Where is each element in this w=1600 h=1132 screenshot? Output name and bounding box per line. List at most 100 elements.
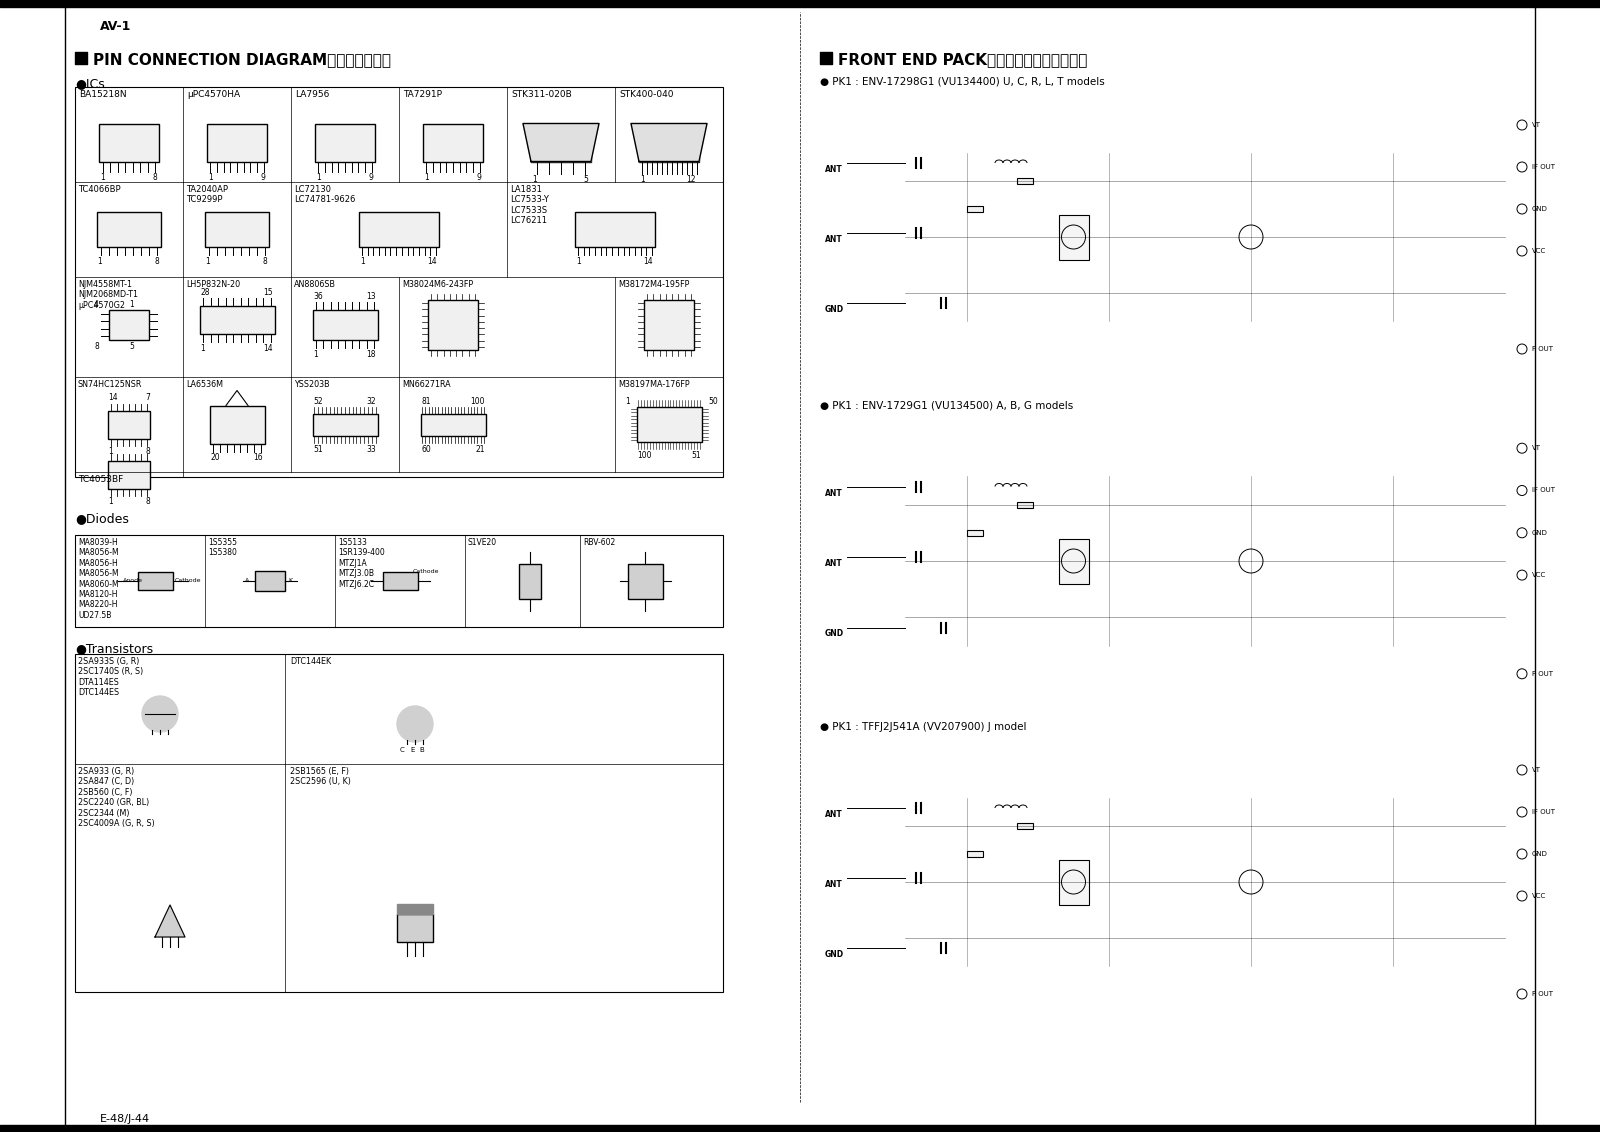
Text: 1: 1 <box>200 344 205 353</box>
Text: μPC4570HA: μPC4570HA <box>187 91 240 98</box>
Text: 1: 1 <box>98 257 102 266</box>
Text: 1: 1 <box>99 173 104 182</box>
Text: 13: 13 <box>366 292 376 301</box>
Text: 20: 20 <box>211 454 221 463</box>
Text: 1S5133
1SR139-400
MTZJ1A
MTZJ3.0B
MTZJ6.2C: 1S5133 1SR139-400 MTZJ1A MTZJ3.0B MTZJ6.… <box>338 538 384 589</box>
Text: 8: 8 <box>94 342 99 351</box>
Text: LA7956: LA7956 <box>294 91 330 98</box>
Text: Cathode: Cathode <box>413 569 438 574</box>
Text: TA2040AP
TC9299P: TA2040AP TC9299P <box>186 185 229 205</box>
Text: 14: 14 <box>427 257 437 266</box>
Text: 8: 8 <box>152 173 157 182</box>
Text: 8: 8 <box>262 257 267 266</box>
Text: M38197MA-176FP: M38197MA-176FP <box>618 380 690 389</box>
Text: ●Diodes: ●Diodes <box>75 512 130 525</box>
Bar <box>315 123 374 162</box>
Bar <box>518 564 541 599</box>
Text: GND: GND <box>826 305 845 314</box>
Text: SN74HC125NSR: SN74HC125NSR <box>78 380 142 389</box>
Text: 9: 9 <box>368 173 373 182</box>
Text: F OUT: F OUT <box>1533 346 1554 352</box>
Bar <box>1059 214 1088 259</box>
Text: IF OUT: IF OUT <box>1533 488 1555 494</box>
Text: 14: 14 <box>262 344 272 353</box>
Text: VCC: VCC <box>1533 572 1546 578</box>
Text: 5: 5 <box>582 175 589 185</box>
Text: 1: 1 <box>640 175 645 185</box>
Text: 1S5355
1S5380: 1S5355 1S5380 <box>208 538 237 557</box>
Bar <box>109 310 149 340</box>
Bar <box>422 123 483 162</box>
Text: BA15218N: BA15218N <box>78 91 126 98</box>
Text: 21: 21 <box>475 445 485 454</box>
Polygon shape <box>155 904 186 937</box>
Text: M38024M6-243FP: M38024M6-243FP <box>402 280 474 289</box>
Text: 51: 51 <box>691 451 701 460</box>
Text: 9: 9 <box>261 173 266 182</box>
Bar <box>254 571 285 591</box>
Bar <box>109 461 150 489</box>
Text: E-48/J-44: E-48/J-44 <box>99 1114 150 1124</box>
Text: 8: 8 <box>155 257 160 266</box>
Bar <box>75 535 723 627</box>
Text: 1: 1 <box>205 257 210 266</box>
Bar <box>638 123 699 162</box>
Bar <box>99 123 158 162</box>
Text: VT: VT <box>1533 122 1541 128</box>
Bar <box>1059 859 1088 904</box>
Text: ANT: ANT <box>826 559 843 568</box>
Text: ANT: ANT <box>826 235 843 245</box>
Bar <box>966 851 982 857</box>
Text: GND: GND <box>1533 530 1547 535</box>
Bar <box>138 572 173 590</box>
Text: B: B <box>419 747 424 753</box>
Text: TC4053BF: TC4053BF <box>78 475 123 484</box>
Text: LC72130
LC74781-9626: LC72130 LC74781-9626 <box>294 185 355 205</box>
Text: 8: 8 <box>146 497 150 506</box>
Text: M38172M4-195FP: M38172M4-195FP <box>618 280 690 289</box>
Text: TA7291P: TA7291P <box>403 91 442 98</box>
Text: 51: 51 <box>314 445 323 454</box>
Bar <box>382 572 418 590</box>
Text: FRONT END PACK／フロントエンドパック: FRONT END PACK／フロントエンドパック <box>838 52 1088 67</box>
Text: VT: VT <box>1533 445 1541 452</box>
Bar <box>966 206 982 212</box>
Text: F OUT: F OUT <box>1533 671 1554 677</box>
Text: IF OUT: IF OUT <box>1533 164 1555 170</box>
Text: 12: 12 <box>686 175 696 185</box>
Text: 9: 9 <box>477 173 482 182</box>
Text: 1: 1 <box>314 350 318 359</box>
Text: GND: GND <box>826 950 845 959</box>
Text: 1: 1 <box>208 173 213 182</box>
Bar <box>531 123 590 162</box>
Bar <box>210 405 264 444</box>
Text: S1VE20: S1VE20 <box>467 538 498 547</box>
Text: IF OUT: IF OUT <box>1533 809 1555 815</box>
Bar <box>312 310 378 340</box>
Text: 1: 1 <box>531 175 536 185</box>
Text: F OUT: F OUT <box>1533 990 1554 997</box>
Bar <box>96 212 162 247</box>
Text: 1: 1 <box>576 257 581 266</box>
Text: 100: 100 <box>470 396 485 405</box>
Bar <box>643 300 694 350</box>
Text: Anode: Anode <box>123 578 142 583</box>
Text: MA8039-H
MA8056-M
MA8056-H
MA8056-M
MA8060-M
MA8120-H
MA8220-H
UD27.5B: MA8039-H MA8056-M MA8056-H MA8056-M MA80… <box>78 538 118 620</box>
Text: 1: 1 <box>317 173 320 182</box>
Polygon shape <box>523 123 598 162</box>
Bar <box>109 411 150 438</box>
Text: 14: 14 <box>109 394 118 403</box>
Bar <box>75 654 723 992</box>
Text: C: C <box>400 747 405 753</box>
Text: LA6536M: LA6536M <box>186 380 222 389</box>
Text: A: A <box>245 578 250 583</box>
Text: GND: GND <box>826 629 845 638</box>
Bar <box>312 413 378 436</box>
Bar <box>966 530 982 535</box>
Text: TC4066BP: TC4066BP <box>78 185 120 194</box>
Bar <box>200 306 275 334</box>
Text: 2SB1565 (E, F)
2SC2596 (U, K): 2SB1565 (E, F) 2SC2596 (U, K) <box>290 767 350 787</box>
Text: 1: 1 <box>360 257 365 266</box>
Text: 7: 7 <box>146 394 150 403</box>
Text: LA1831
LC7533-Y
LC7533S
LC76211: LA1831 LC7533-Y LC7533S LC76211 <box>510 185 549 225</box>
